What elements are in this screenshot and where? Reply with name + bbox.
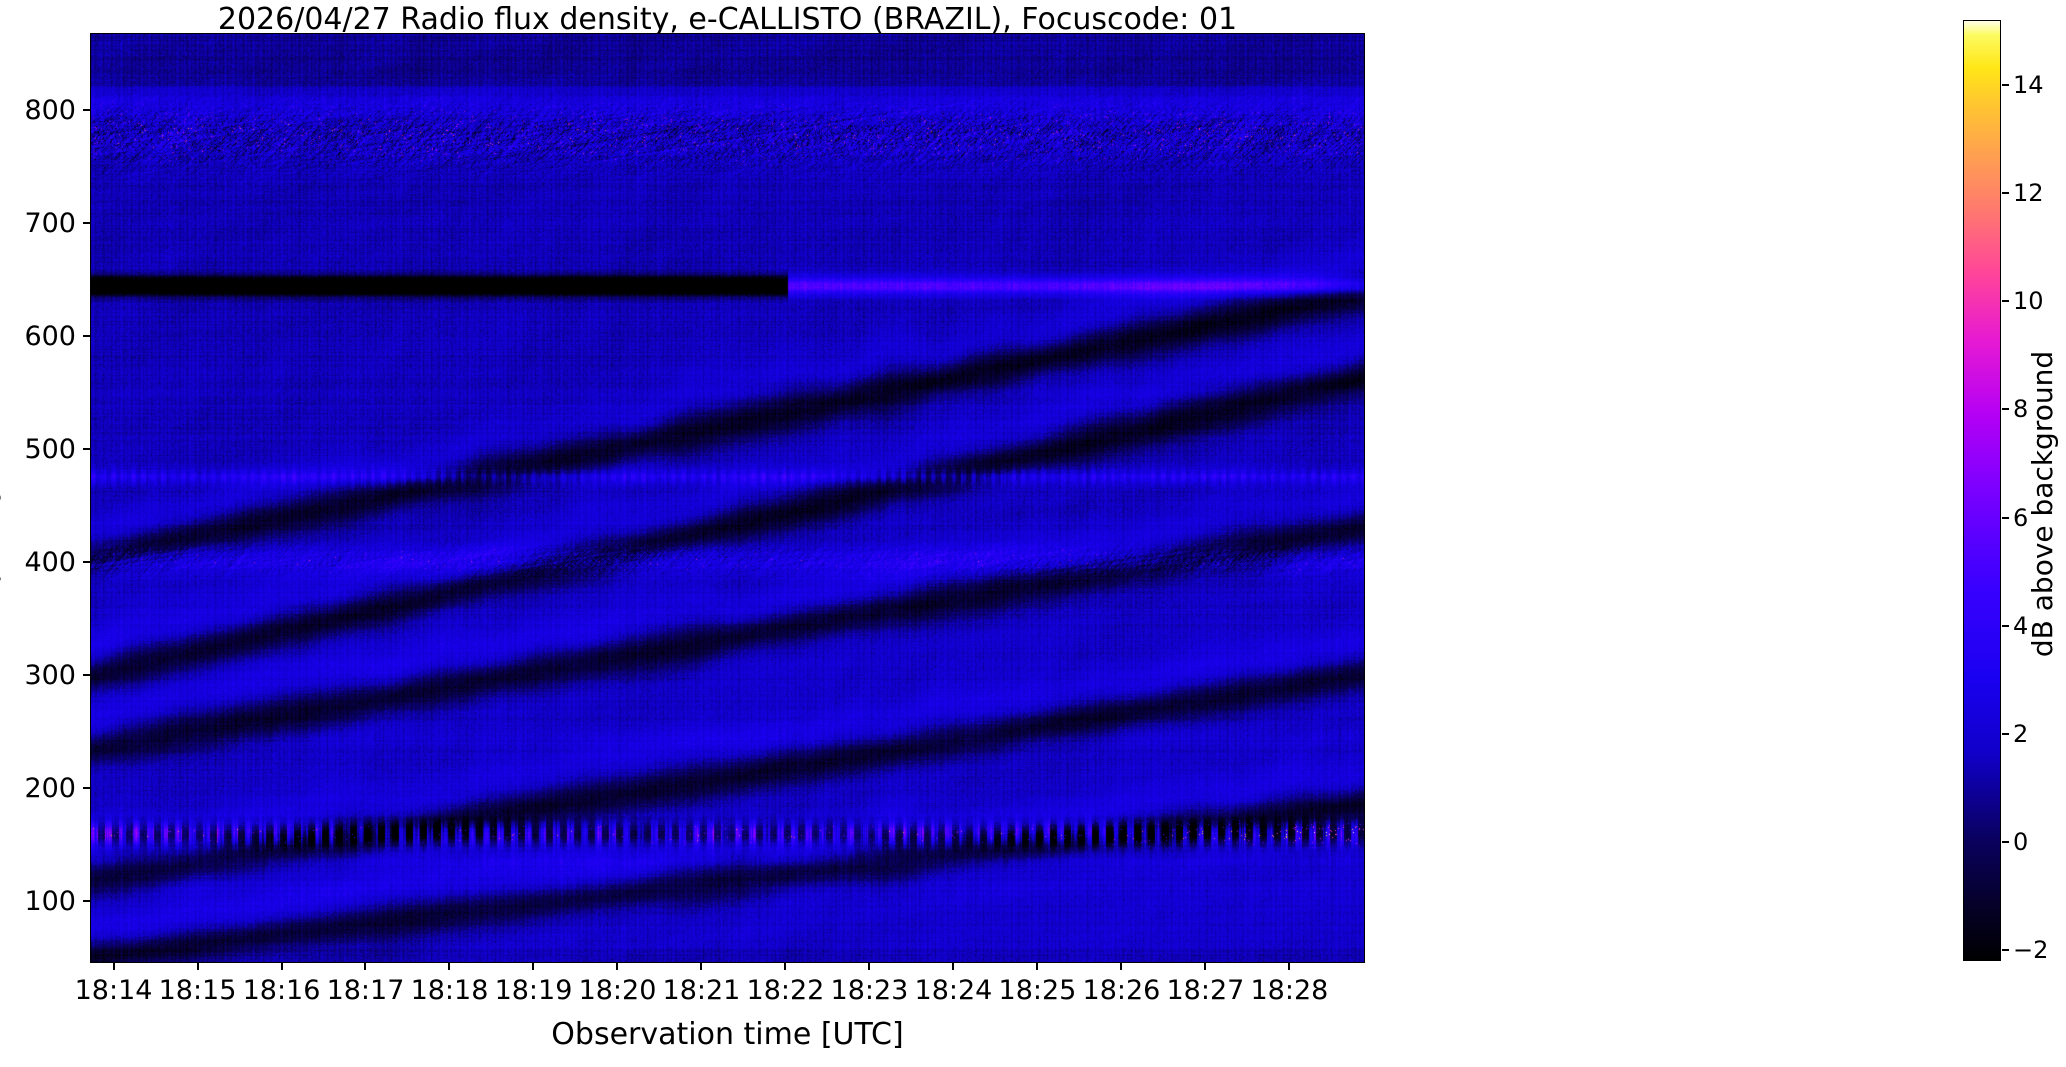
colorbar-tick-mark: [2002, 732, 2009, 735]
x-tick-label: 18:16: [242, 975, 321, 1006]
y-tick-label: 500: [24, 433, 76, 465]
x-tick-mark: [616, 963, 619, 970]
page-title: 2026/04/27 Radio flux density, e-CALLIST…: [217, 2, 1238, 37]
colorbar-tick-label: 4: [2013, 611, 2029, 640]
y-tick-label: 100: [24, 885, 76, 917]
x-tick-label: 18:28: [1250, 975, 1329, 1006]
x-tick-label: 18:23: [830, 975, 909, 1006]
x-tick-label: 18:26: [1082, 975, 1161, 1006]
y-tick-mark: [83, 786, 90, 789]
colorbar-tick-mark: [2002, 624, 2009, 627]
spectrogram-image: [91, 34, 1364, 962]
colorbar-tick-label: 0: [2013, 828, 2029, 857]
y-tick-label: 300: [24, 659, 76, 691]
x-tick-label: 18:14: [74, 975, 153, 1006]
x-tick-label: 18:22: [746, 975, 825, 1006]
y-tick-mark: [83, 334, 90, 337]
x-tick-mark: [280, 963, 283, 970]
y-tick-mark: [83, 221, 90, 224]
x-axis-title: Observation time [UTC]: [551, 1017, 904, 1052]
colorbar-tick-mark: [2002, 841, 2009, 844]
y-axis-title: Frequency [MHz]: [0, 386, 2, 640]
colorbar-tick-label: 14: [2013, 70, 2044, 99]
spectrogram-plot-area[interactable]: [90, 33, 1365, 963]
y-tick-mark: [83, 899, 90, 902]
x-tick-mark: [364, 963, 367, 970]
x-tick-mark: [1120, 963, 1123, 970]
x-tick-mark: [532, 963, 535, 970]
y-tick-label: 800: [24, 94, 76, 126]
colorbar-title: dB above background: [2026, 350, 2059, 658]
colorbar-tick-mark: [2002, 192, 2009, 195]
x-tick-mark: [1204, 963, 1207, 970]
colorbar-tick-label: 10: [2013, 287, 2044, 316]
x-tick-label: 18:20: [578, 975, 657, 1006]
x-tick-label: 18:17: [326, 975, 405, 1006]
x-tick-mark: [700, 963, 703, 970]
x-tick-label: 18:27: [1166, 975, 1245, 1006]
colorbar-tick-mark: [2002, 408, 2009, 411]
colorbar-gradient: [1964, 21, 2000, 960]
x-tick-mark: [952, 963, 955, 970]
y-tick-mark: [83, 560, 90, 563]
colorbar-tick-label: 2: [2013, 719, 2029, 748]
x-tick-label: 18:15: [158, 975, 237, 1006]
x-tick-label: 18:18: [410, 975, 489, 1006]
x-tick-mark: [112, 963, 115, 970]
colorbar-tick-mark: [2002, 949, 2009, 952]
x-tick-mark: [868, 963, 871, 970]
colorbar-tick-label: 8: [2013, 395, 2029, 424]
colorbar: [1963, 20, 2001, 961]
y-tick-label: 700: [24, 207, 76, 239]
x-tick-label: 18:19: [494, 975, 573, 1006]
colorbar-tick-mark: [2002, 83, 2009, 86]
x-tick-label: 18:21: [662, 975, 741, 1006]
x-tick-label: 18:25: [998, 975, 1077, 1006]
y-tick-mark: [83, 673, 90, 676]
x-tick-mark: [448, 963, 451, 970]
colorbar-tick-label: 6: [2013, 503, 2029, 532]
colorbar-tick-mark: [2002, 300, 2009, 303]
x-tick-mark: [784, 963, 787, 970]
colorbar-tick-label: −2: [2013, 936, 2049, 965]
y-tick-label: 400: [24, 546, 76, 578]
x-tick-label: 18:24: [914, 975, 993, 1006]
x-tick-mark: [1036, 963, 1039, 970]
y-tick-label: 200: [24, 772, 76, 804]
y-tick-label: 600: [24, 320, 76, 352]
colorbar-tick-mark: [2002, 516, 2009, 519]
colorbar-tick-label: 12: [2013, 179, 2044, 208]
y-tick-mark: [83, 108, 90, 111]
x-tick-mark: [196, 963, 199, 970]
x-tick-mark: [1288, 963, 1291, 970]
y-tick-mark: [83, 447, 90, 450]
